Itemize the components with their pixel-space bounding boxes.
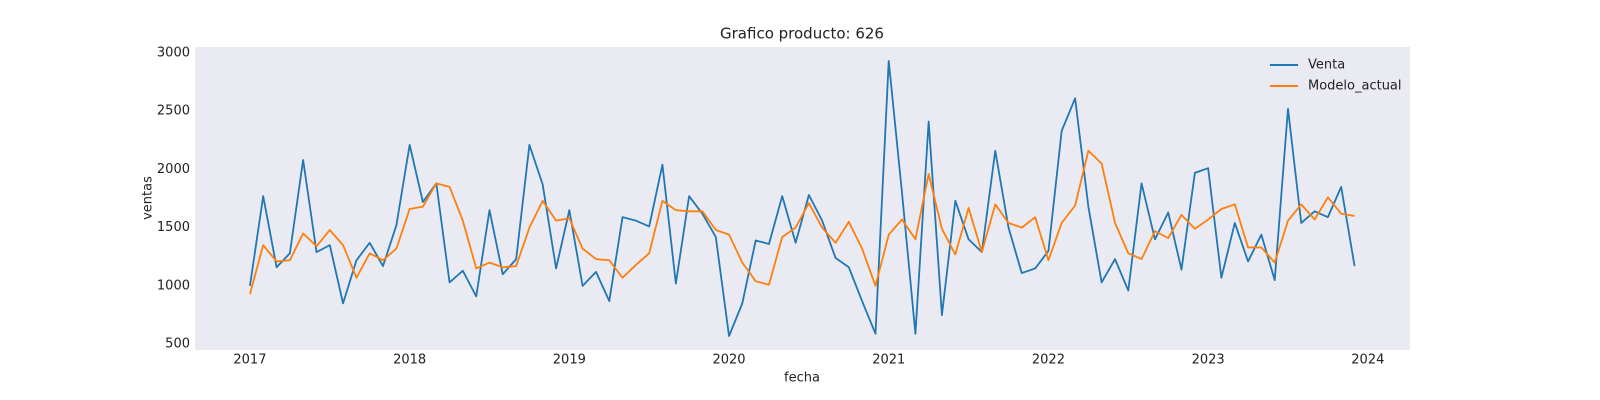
x-tick-label: 2020 xyxy=(712,353,745,368)
plot-area xyxy=(195,47,1410,350)
series-line xyxy=(249,149,1355,295)
x-tick-label: 2017 xyxy=(233,353,266,368)
x-tick-label: 2018 xyxy=(393,353,426,368)
x-tick-label: 2023 xyxy=(1192,353,1225,368)
y-tick-label: 1500 xyxy=(157,220,190,235)
x-tick-label: 2021 xyxy=(872,353,905,368)
y-tick-label: 500 xyxy=(165,337,190,352)
x-axis-label: fecha xyxy=(784,371,820,386)
y-tick-label: 1000 xyxy=(157,278,190,293)
chart-title: Grafico producto: 626 xyxy=(720,25,884,43)
y-tick-label: 2500 xyxy=(157,104,190,119)
legend-label: Venta xyxy=(1308,58,1345,73)
x-tick-label: 2024 xyxy=(1351,353,1384,368)
y-tick-label: 2000 xyxy=(157,162,190,177)
x-tick-label: 2022 xyxy=(1032,353,1065,368)
y-axis-label: ventas xyxy=(141,176,156,220)
legend-label: Modelo_actual xyxy=(1308,79,1402,94)
y-tick-label: 3000 xyxy=(157,45,190,60)
x-tick-label: 2019 xyxy=(553,353,586,368)
